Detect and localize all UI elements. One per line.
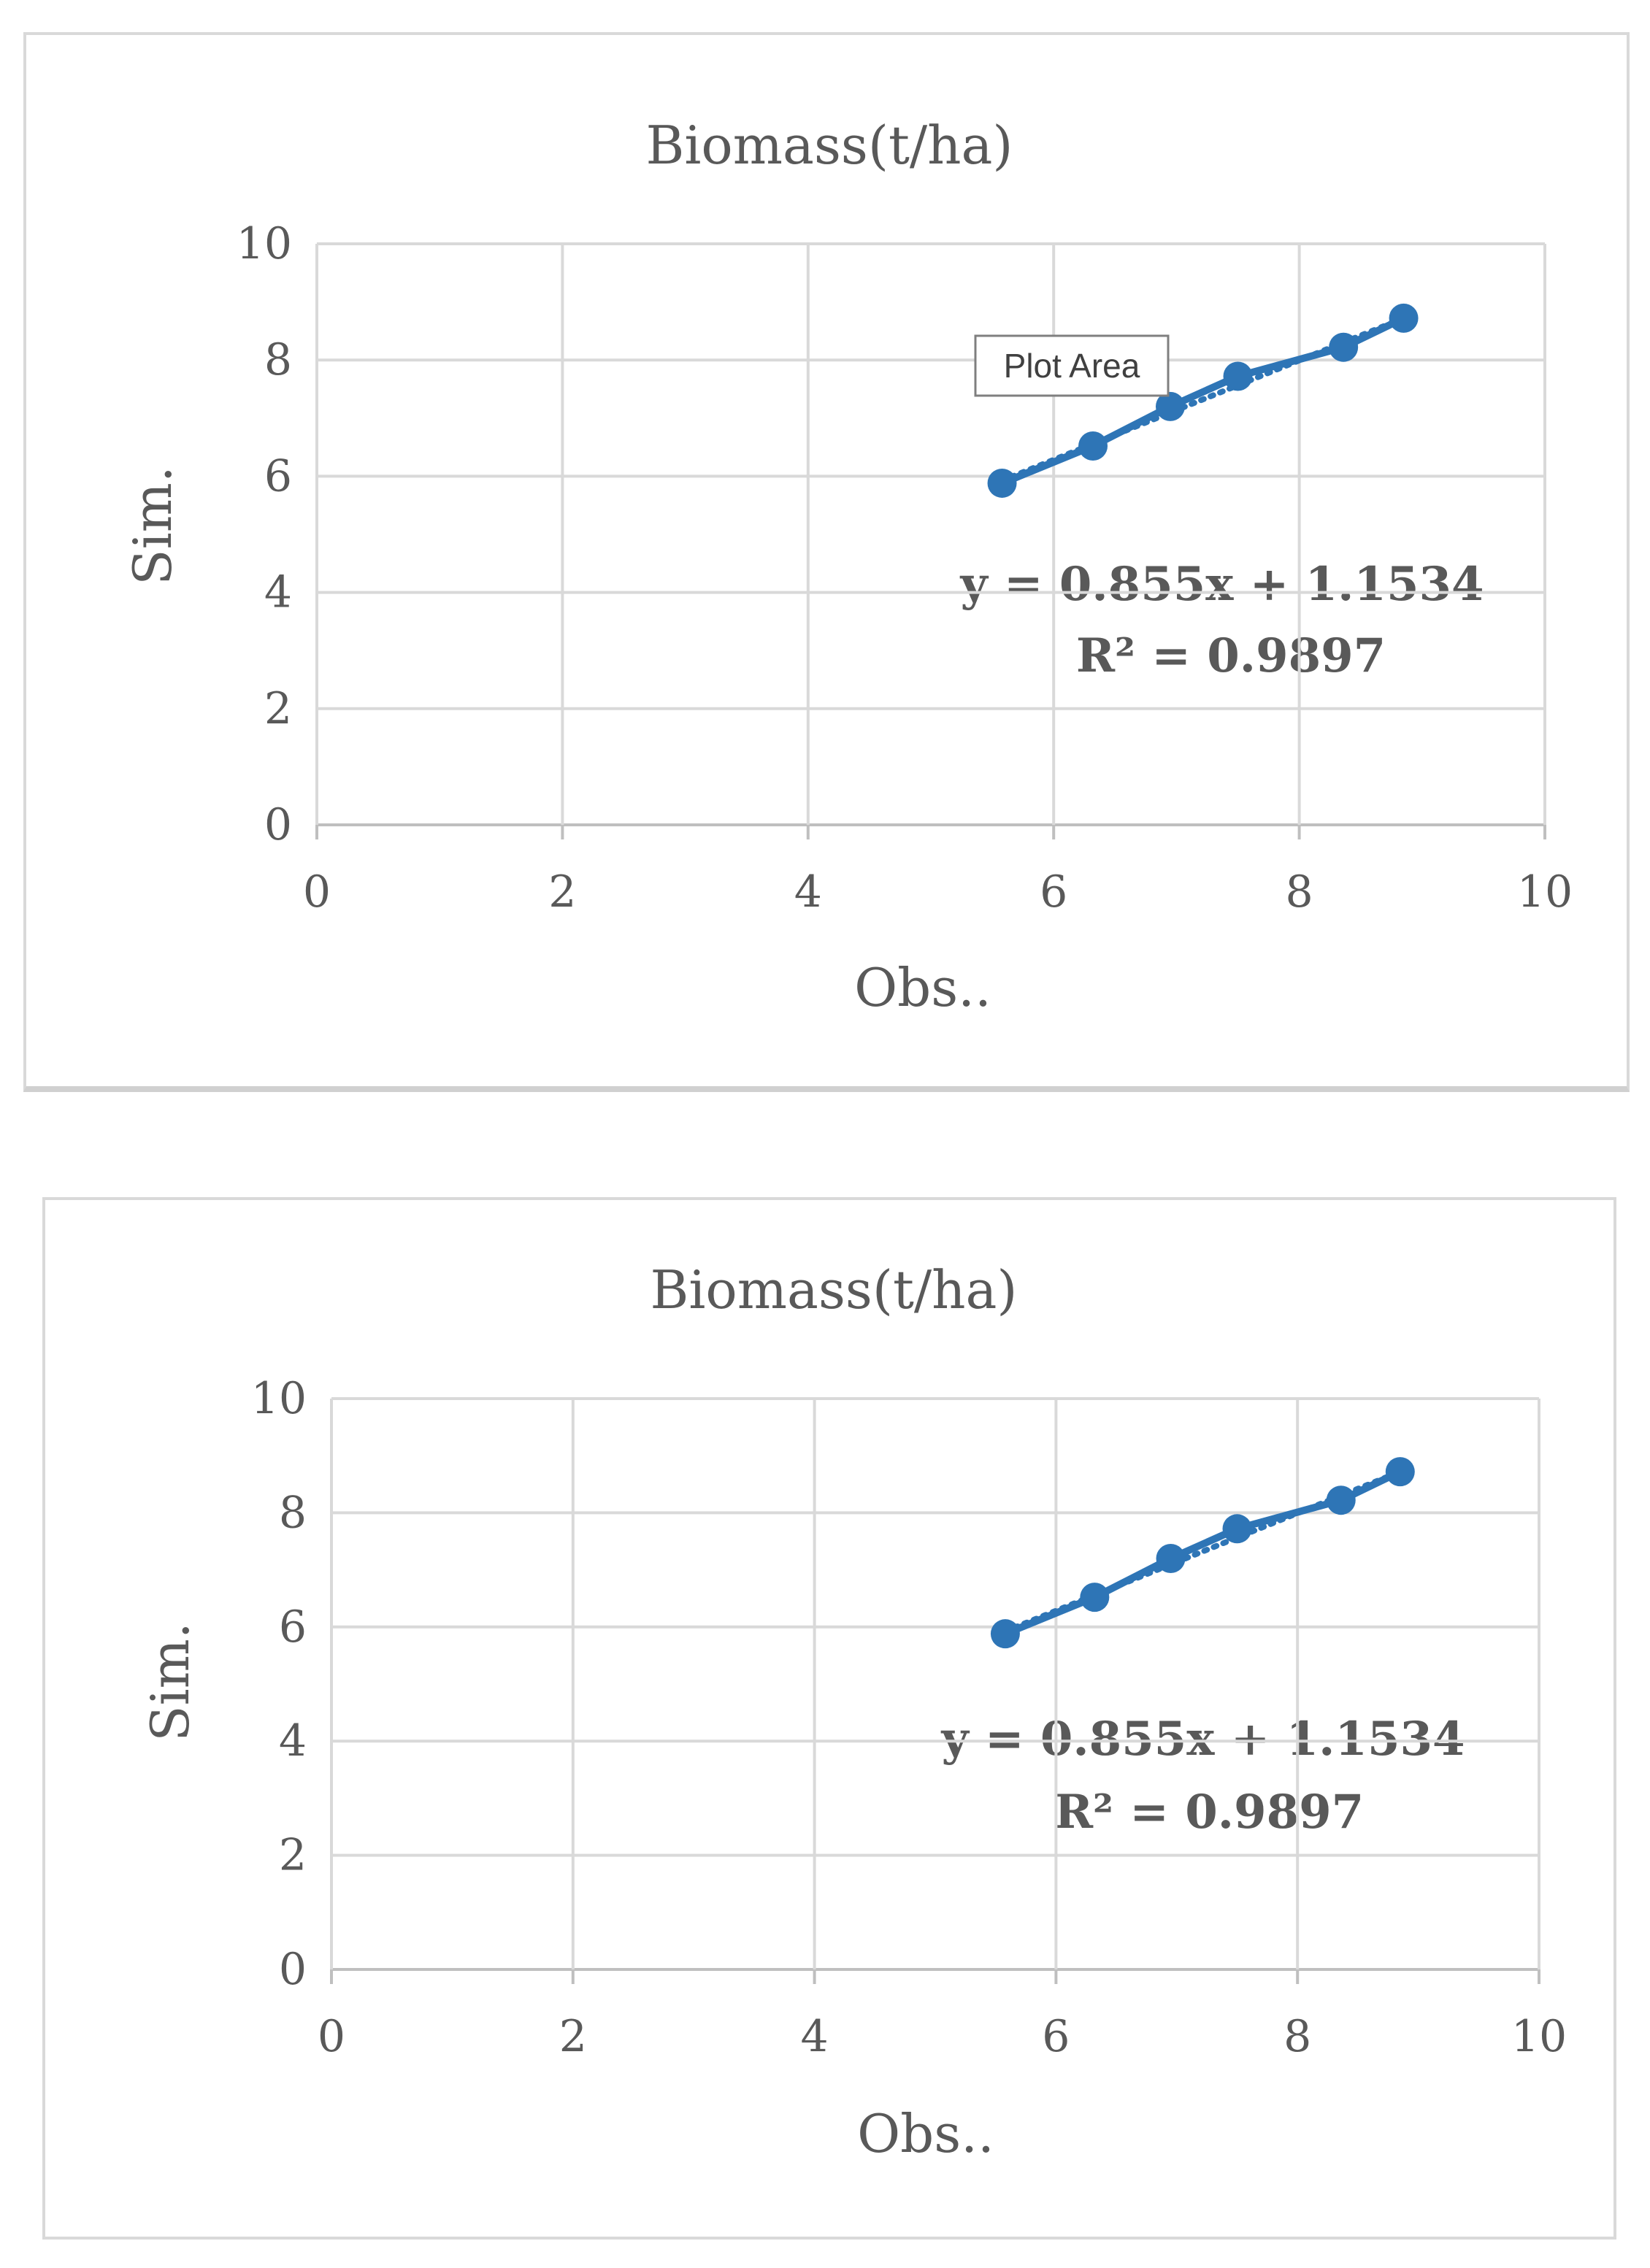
tooltip-label: Plot Area [1004,347,1140,385]
data-point[interactable] [1223,361,1253,391]
x-tick-label: 2 [548,866,576,918]
plot-area[interactable]: 0 2 4 6 8 10 0 2 4 6 8 10 [251,1373,1568,2062]
trendline-equation: y = 0.855x + 1.1534 [959,557,1484,612]
chart-title: Biomass(t/ha) [645,115,1013,176]
x-tick-label: 10 [1511,2011,1567,2062]
y-tick-label: 6 [264,450,292,501]
y-tick-label: 8 [264,334,292,385]
data-point[interactable] [1156,1543,1186,1573]
data-point[interactable] [1385,1457,1415,1487]
x-tick-label: 4 [794,866,822,918]
trendline-r-squared: R² = 0.9897 [1076,628,1386,683]
y-tick-label: 10 [237,218,292,269]
data-point[interactable] [990,1619,1020,1649]
trendline-r-squared: R² = 0.9897 [1054,1785,1364,1840]
x-axis-title: Obs.. [854,957,991,1018]
chart-2-svg: Biomass(t/ha) Sim. Obs.. y = 0.855x + 1.… [139,1259,1568,2164]
x-tick-label: 0 [318,2011,345,2062]
plot-area[interactable]: 0 2 4 6 8 10 0 2 4 6 8 10 [237,218,1573,918]
data-point[interactable] [1222,1514,1252,1544]
x-tick-label: 10 [1517,866,1573,918]
data-point[interactable] [1078,431,1108,461]
data-point[interactable] [1329,332,1359,362]
tooltip-box [974,334,1170,397]
x-tick-label: 8 [1286,866,1313,918]
data-point[interactable] [1326,1485,1356,1515]
y-axis-title: Sim. [139,1622,201,1742]
data-point[interactable] [1389,303,1419,333]
y-tick-label: 2 [279,1830,307,1881]
y-tick-label: 2 [264,683,292,734]
plot-area-tooltip: Plot Area [974,334,1170,397]
y-tick-label: 4 [279,1715,307,1767]
trendline-equation: y = 0.855x + 1.1534 [940,1712,1465,1767]
y-tick-label: 0 [264,799,292,850]
chart-title: Biomass(t/ha) [650,1259,1017,1321]
x-tick-label: 2 [559,2011,587,2062]
x-tick-label: 4 [801,2011,829,2062]
y-tick-label: 6 [279,1602,307,1653]
data-point[interactable] [1155,391,1185,421]
chart-2-frame: Biomass(t/ha) Sim. Obs.. y = 0.855x + 1.… [42,1197,1616,2240]
x-tick-label: 8 [1283,2011,1311,2062]
x-tick-label: 0 [303,866,331,918]
y-tick-label: 8 [279,1487,307,1538]
y-tick-label: 10 [251,1373,307,1424]
y-tick-label: 0 [279,1944,307,1995]
x-tick-label: 6 [1042,2011,1070,2062]
chart-1-svg: Biomass(t/ha) Sim. Obs.. y = 0.855x + 1.… [122,115,1573,1018]
y-axis-title: Sim. [122,466,183,585]
data-point[interactable] [1080,1583,1110,1612]
chart-1-frame: Biomass(t/ha) Sim. Obs.. y = 0.855x + 1.… [23,32,1630,1092]
data-point[interactable] [987,468,1017,498]
x-axis-title: Obs.. [857,2103,994,2164]
y-tick-label: 4 [264,567,292,618]
x-tick-label: 6 [1040,866,1067,918]
